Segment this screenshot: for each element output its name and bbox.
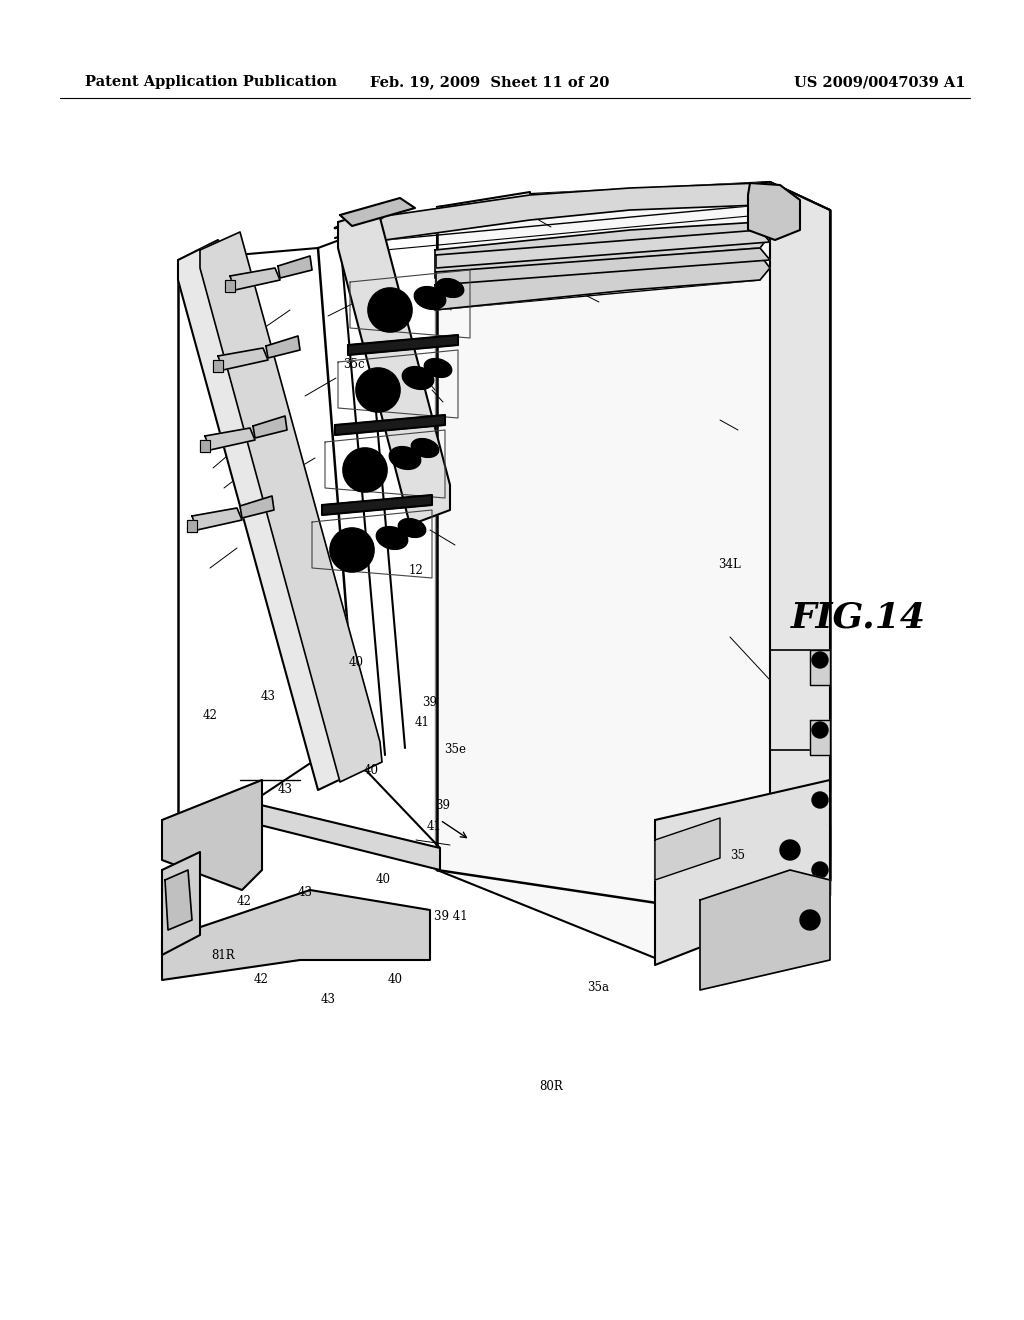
- Text: 40: 40: [388, 973, 402, 986]
- Polygon shape: [437, 182, 830, 960]
- Circle shape: [380, 300, 400, 319]
- Circle shape: [812, 652, 828, 668]
- Polygon shape: [748, 183, 800, 240]
- Polygon shape: [240, 800, 440, 870]
- Text: 43: 43: [298, 886, 312, 899]
- Text: 41: 41: [427, 820, 441, 833]
- Text: 42: 42: [237, 895, 251, 908]
- Polygon shape: [810, 861, 830, 895]
- Text: 42: 42: [216, 799, 230, 812]
- Polygon shape: [810, 649, 830, 685]
- Text: Patent Application Publication: Patent Application Publication: [85, 75, 337, 88]
- Text: Feb. 19, 2009  Sheet 11 of 20: Feb. 19, 2009 Sheet 11 of 20: [371, 75, 609, 88]
- Polygon shape: [348, 335, 458, 355]
- Ellipse shape: [424, 359, 452, 378]
- Polygon shape: [162, 851, 200, 954]
- Circle shape: [330, 528, 374, 572]
- Text: 40: 40: [349, 656, 364, 669]
- Circle shape: [355, 459, 375, 480]
- Text: 41: 41: [415, 715, 429, 729]
- Circle shape: [342, 540, 362, 560]
- Text: 42: 42: [254, 973, 268, 986]
- Polygon shape: [218, 348, 268, 370]
- Polygon shape: [810, 719, 830, 755]
- Polygon shape: [165, 870, 193, 931]
- Polygon shape: [770, 882, 830, 940]
- Text: 35c: 35c: [343, 358, 366, 371]
- Polygon shape: [770, 182, 830, 920]
- Text: 43: 43: [321, 993, 335, 1006]
- Polygon shape: [225, 280, 234, 292]
- Polygon shape: [162, 780, 262, 890]
- Polygon shape: [205, 428, 255, 450]
- Circle shape: [800, 909, 820, 931]
- Polygon shape: [340, 198, 415, 226]
- Circle shape: [343, 447, 387, 492]
- Circle shape: [368, 380, 388, 400]
- Polygon shape: [435, 222, 770, 279]
- Text: 39: 39: [423, 696, 437, 709]
- Polygon shape: [322, 495, 432, 515]
- Circle shape: [805, 915, 815, 925]
- Text: US 2009/0047039 A1: US 2009/0047039 A1: [794, 75, 965, 88]
- Text: 34R: 34R: [201, 834, 225, 847]
- Polygon shape: [655, 780, 830, 965]
- Polygon shape: [253, 416, 287, 438]
- Polygon shape: [200, 440, 210, 451]
- Polygon shape: [193, 508, 242, 531]
- Polygon shape: [278, 256, 312, 279]
- Ellipse shape: [398, 519, 426, 537]
- Polygon shape: [338, 210, 450, 525]
- Circle shape: [368, 288, 412, 333]
- Circle shape: [812, 792, 828, 808]
- Ellipse shape: [415, 286, 445, 309]
- Circle shape: [785, 845, 795, 855]
- Ellipse shape: [412, 438, 438, 458]
- Polygon shape: [213, 360, 223, 372]
- Polygon shape: [200, 232, 382, 781]
- Polygon shape: [655, 818, 720, 880]
- Circle shape: [812, 722, 828, 738]
- Polygon shape: [810, 789, 830, 825]
- Text: 34L: 34L: [718, 558, 740, 572]
- Ellipse shape: [376, 527, 408, 549]
- Text: 42: 42: [203, 709, 217, 722]
- Circle shape: [812, 862, 828, 878]
- Text: 35a: 35a: [587, 981, 609, 994]
- Text: FIG.14: FIG.14: [791, 601, 926, 635]
- Text: 39: 39: [435, 799, 450, 812]
- Polygon shape: [266, 337, 300, 358]
- Text: 40: 40: [364, 764, 378, 777]
- Polygon shape: [230, 268, 280, 290]
- Text: 40: 40: [376, 873, 390, 886]
- Text: 43: 43: [278, 783, 292, 796]
- Ellipse shape: [436, 279, 464, 297]
- Text: 12: 12: [409, 564, 423, 577]
- Polygon shape: [335, 414, 445, 436]
- Text: 35: 35: [730, 849, 744, 862]
- Polygon shape: [162, 890, 430, 979]
- Ellipse shape: [389, 446, 421, 470]
- Polygon shape: [436, 230, 770, 268]
- Polygon shape: [435, 255, 770, 310]
- Text: 81R: 81R: [211, 949, 236, 962]
- Text: 35e: 35e: [443, 743, 466, 756]
- Text: 43: 43: [261, 690, 275, 704]
- Text: 80R: 80R: [539, 1080, 563, 1093]
- Circle shape: [356, 368, 400, 412]
- Polygon shape: [436, 248, 770, 285]
- Polygon shape: [187, 520, 197, 532]
- Ellipse shape: [402, 367, 434, 389]
- Polygon shape: [375, 183, 770, 240]
- Text: 39 41: 39 41: [434, 909, 467, 923]
- Polygon shape: [700, 870, 830, 990]
- Circle shape: [780, 840, 800, 861]
- Polygon shape: [178, 240, 360, 789]
- Polygon shape: [240, 496, 274, 517]
